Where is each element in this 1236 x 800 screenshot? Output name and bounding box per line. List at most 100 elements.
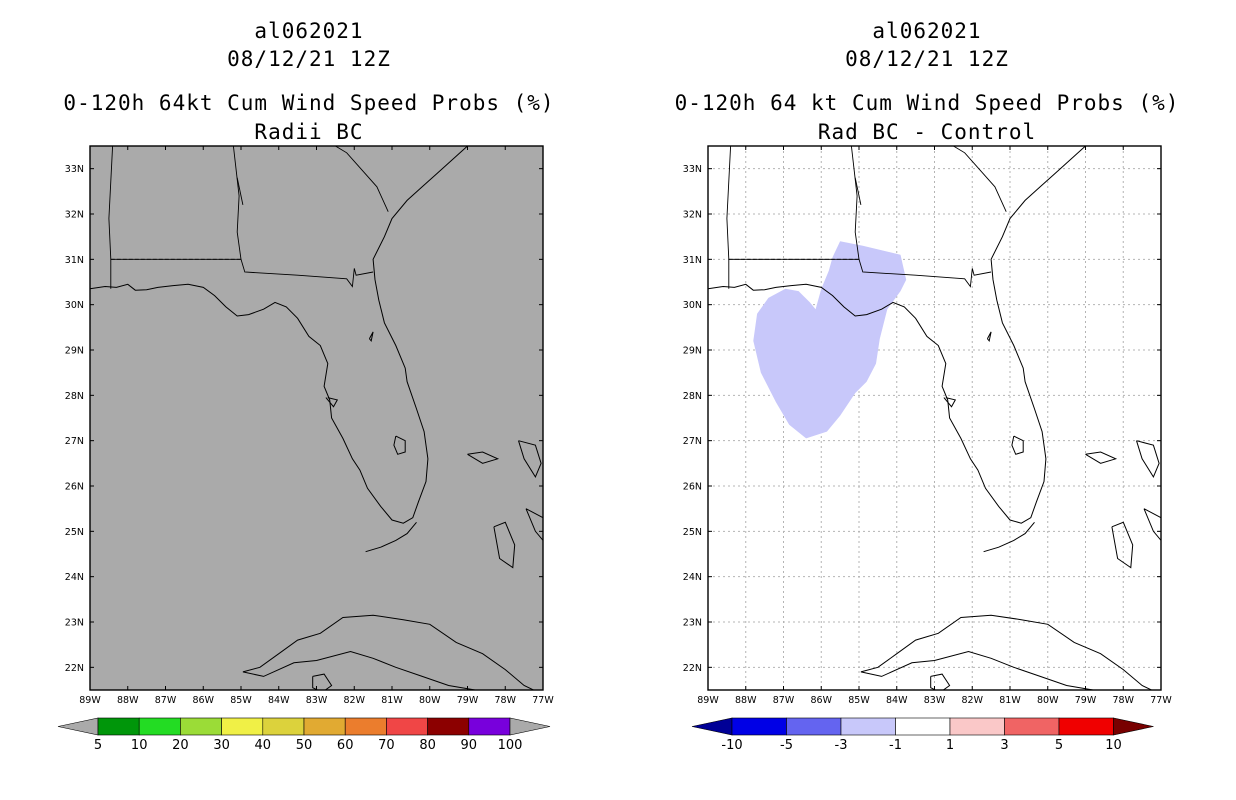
left-colorbar-label: 40 xyxy=(255,738,272,753)
probability-difference-region xyxy=(753,241,907,439)
right-colorbar-swatch xyxy=(786,717,842,736)
right-colorbar-left-arrow xyxy=(691,717,733,736)
right-colorbar-label: -10 xyxy=(721,738,742,753)
left-colorbar-label: 100 xyxy=(498,738,523,753)
right-colorbar-label: -3 xyxy=(835,738,848,753)
right-lon-label: 88W xyxy=(735,695,757,706)
left-colorbar-swatch xyxy=(180,717,222,736)
left-lat-label: 26N xyxy=(65,482,84,493)
left-lat-label: 30N xyxy=(65,300,84,311)
right-lon-label: 85W xyxy=(848,695,870,706)
right-colorbar-label: 10 xyxy=(1105,738,1122,753)
right-subtitle: Rad BC - Control xyxy=(817,120,1037,144)
right-lat-label: 30N xyxy=(683,300,702,311)
left-colorbar: 5 10 20 30 40 50 60 70 80 90 100 xyxy=(57,717,551,753)
right-colorbar-label: 5 xyxy=(1055,738,1063,753)
left-colorbar-label: 50 xyxy=(296,738,313,753)
right-colorbar: -10 -5 -3 -1 1 3 5 10 xyxy=(691,717,1154,753)
right-lon-label: 78W xyxy=(1113,695,1135,706)
right-lon-label: 77W xyxy=(1150,695,1172,706)
left-map: 33N 32N 31N 30N 29N 28N 27N 26N 25N 24N 23N 22N 89W 8… xyxy=(57,145,554,753)
right-lon-label: 83W xyxy=(924,695,946,706)
right-lat-label: 23N xyxy=(683,618,702,629)
left-colorbar-label: 5 xyxy=(94,738,102,753)
left-lon-label: 85W xyxy=(230,695,252,706)
right-lat-label: 29N xyxy=(683,346,702,357)
right-product-title: 0-120h 64 kt Cum Wind Speed Probs (%) xyxy=(674,91,1180,115)
right-lat-label: 28N xyxy=(683,391,702,402)
right-colorbar-label: 3 xyxy=(1000,738,1008,753)
left-storm-id: al062021 xyxy=(254,19,364,43)
left-lon-label: 83W xyxy=(306,695,328,706)
left-lat-label: 28N xyxy=(65,391,84,402)
left-colorbar-label: 80 xyxy=(419,738,436,753)
left-lon-label: 78W xyxy=(495,695,517,706)
left-coastlines xyxy=(90,146,543,690)
left-lat-label: 31N xyxy=(65,255,84,266)
left-colorbar-swatch xyxy=(468,717,511,736)
right-lon-label: 89W xyxy=(697,695,719,706)
right-lon-label: 80W xyxy=(1037,695,1059,706)
right-date-time: 08/12/21 12Z xyxy=(845,47,1009,71)
right-lon-label: 87W xyxy=(773,695,795,706)
right-lat-label: 22N xyxy=(683,663,702,674)
left-lat-label: 25N xyxy=(65,527,84,538)
right-colorbar-label: 1 xyxy=(946,738,954,753)
right-colorbar-right-arrow xyxy=(1113,717,1154,736)
left-colorbar-label: 60 xyxy=(337,738,354,753)
left-colorbar-swatch xyxy=(97,717,140,736)
right-colorbar-swatch xyxy=(949,717,1005,736)
right-lat-label: 31N xyxy=(683,255,702,266)
left-colorbar-swatch xyxy=(386,717,428,736)
left-colorbar-swatch xyxy=(427,717,470,736)
right-lat-label: 32N xyxy=(683,210,702,221)
left-lat-label: 24N xyxy=(65,572,84,583)
right-colorbar-swatch xyxy=(895,717,951,736)
right-lon-label: 81W xyxy=(999,695,1021,706)
left-lon-label: 77W xyxy=(532,695,554,706)
left-colorbar-left-arrow xyxy=(57,717,99,736)
left-lon-label: 87W xyxy=(155,695,177,706)
right-lat-label: 27N xyxy=(683,436,702,447)
left-lat-label: 29N xyxy=(65,346,84,357)
right-map: 33N 32N 31N 30N 29N 28N 27N 26N 25N 24N 23N 22N 89W 8… xyxy=(683,145,1172,753)
left-lat-label: 32N xyxy=(65,210,84,221)
right-colorbar-swatch xyxy=(1058,717,1114,736)
left-colorbar-swatch xyxy=(262,717,305,736)
right-colorbar-swatch xyxy=(1004,717,1060,736)
left-subtitle: Radii BC xyxy=(254,120,364,144)
right-coastlines xyxy=(708,146,1161,690)
right-lat-label: 25N xyxy=(683,527,702,538)
right-lon-label: 79W xyxy=(1075,695,1097,706)
right-colorbar-label: -1 xyxy=(889,738,902,753)
left-colorbar-label: 10 xyxy=(131,738,148,753)
left-lon-label: 86W xyxy=(193,695,215,706)
right-lat-label: 33N xyxy=(683,164,702,175)
left-colorbar-swatch xyxy=(303,717,346,736)
left-colorbar-label: 20 xyxy=(172,738,189,753)
left-colorbar-label: 70 xyxy=(378,738,395,753)
right-colorbar-swatch xyxy=(731,717,787,736)
right-lon-label: 86W xyxy=(811,695,833,706)
left-colorbar-right-arrow xyxy=(509,717,551,736)
left-panel: al062021 08/12/21 12Z 0-120h 64kt Cum Wi… xyxy=(57,19,555,753)
left-lat-label: 22N xyxy=(65,663,84,674)
left-lon-label: 84W xyxy=(268,695,290,706)
right-lon-label: 82W xyxy=(962,695,984,706)
left-lon-label: 82W xyxy=(344,695,366,706)
left-lat-label: 23N xyxy=(65,618,84,629)
left-lon-label: 89W xyxy=(79,695,101,706)
right-colorbar-label: -5 xyxy=(780,738,793,753)
left-colorbar-swatch xyxy=(344,717,387,736)
right-lat-label: 26N xyxy=(683,482,702,493)
right-panel: al062021 08/12/21 12Z 0-120h 64 kt Cum W… xyxy=(618,0,1236,800)
left-date-time: 08/12/21 12Z xyxy=(227,47,391,71)
left-colorbar-label: 30 xyxy=(213,738,230,753)
right-colorbar-swatch xyxy=(840,717,896,736)
left-colorbar-label: 90 xyxy=(461,738,478,753)
right-lat-label: 24N xyxy=(683,572,702,583)
left-product-title: 0-120h 64kt Cum Wind Speed Probs (%) xyxy=(63,91,555,115)
left-lat-label: 33N xyxy=(65,164,84,175)
left-lat-label: 27N xyxy=(65,436,84,447)
left-lon-label: 81W xyxy=(381,695,403,706)
